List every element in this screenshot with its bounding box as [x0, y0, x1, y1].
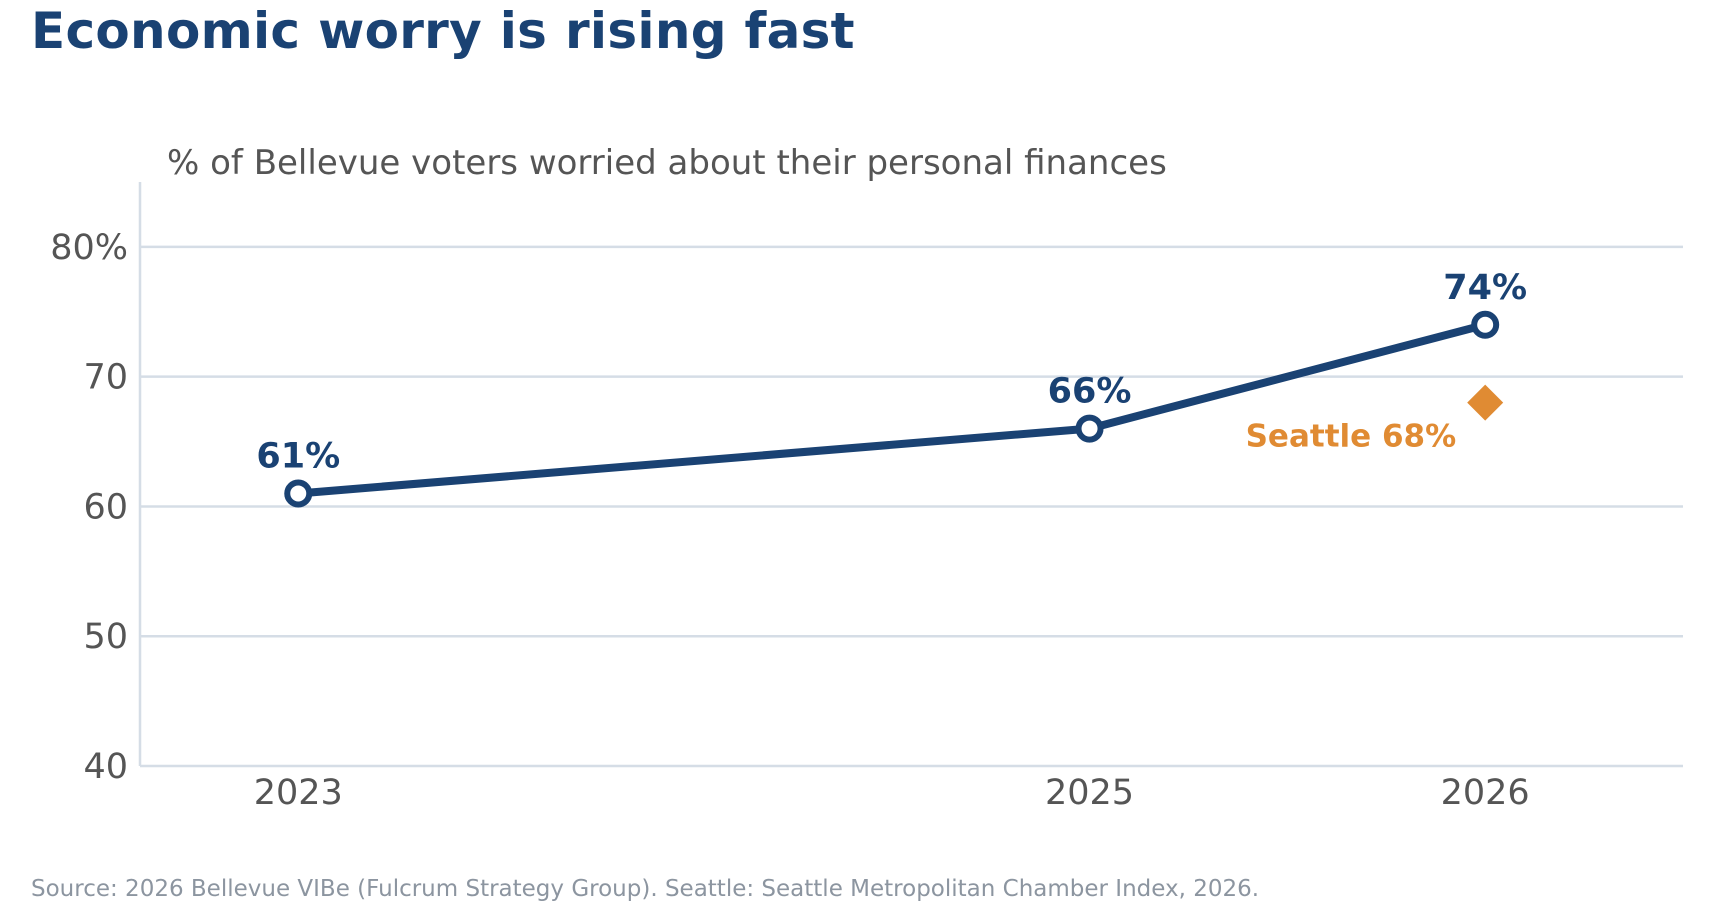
- x-tick-label: 2025: [1045, 773, 1134, 813]
- seattle-label: Seattle 68%: [1246, 419, 1457, 455]
- y-tick-label: 60: [83, 487, 128, 527]
- data-label: 74%: [1443, 268, 1527, 308]
- series-bellevue: 61% 66% 74%: [256, 268, 1527, 508]
- series-line: [294, 320, 1490, 498]
- data-point: [284, 479, 313, 508]
- axes: 40 50 60 70 80% 2023 2025 2026: [50, 182, 1530, 813]
- data-label: 66%: [1048, 372, 1132, 412]
- y-tick-label: 40: [83, 747, 128, 787]
- y-tick-label: 70: [83, 358, 128, 398]
- data-point: [1075, 414, 1104, 443]
- y-tick-label: 80%: [50, 228, 128, 268]
- data-label: 61%: [256, 436, 340, 476]
- x-tick-label: 2026: [1441, 773, 1530, 813]
- y-tick-label: 50: [83, 617, 128, 657]
- data-point: [1471, 310, 1500, 339]
- annotations: Seattle 68%: [1246, 384, 1504, 455]
- grid-lines: [140, 245, 1683, 768]
- seattle-marker: [1467, 384, 1504, 421]
- source-note: Source: 2026 Bellevue VIBe (Fulcrum Stra…: [31, 876, 1260, 902]
- chart-subtitle: % of Bellevue voters worried about their…: [167, 143, 1167, 183]
- x-tick-label: 2023: [254, 773, 343, 813]
- chart-title: Economic worry is rising fast: [31, 2, 855, 60]
